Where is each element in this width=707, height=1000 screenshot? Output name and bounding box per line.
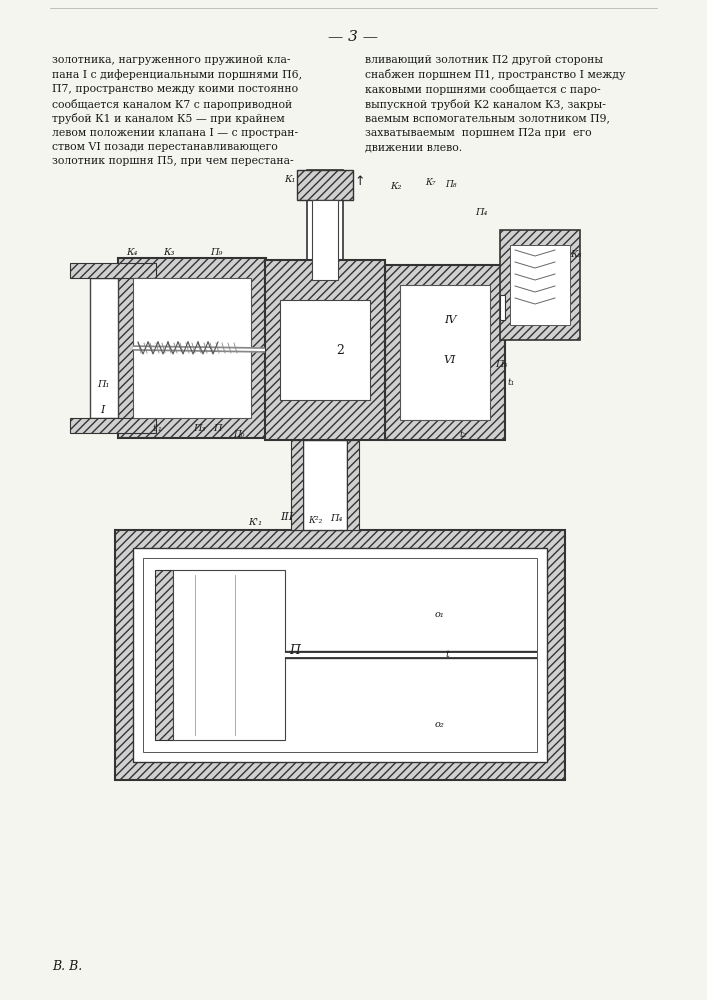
Text: t₂: t₂ [460, 430, 467, 439]
Text: выпускной трубой К2 каналом К3, закры-: выпускной трубой К2 каналом К3, закры- [365, 99, 606, 109]
Bar [115, 530, 565, 780]
Text: пана I с диференциальными поршнями Π6,: пана I с диференциальными поршнями Π6, [52, 70, 302, 80]
Text: В. В.: В. В. [52, 960, 82, 973]
Text: П₅: П₅ [495, 360, 508, 369]
Text: трубой К1 и каналом К5 — при крайнем: трубой К1 и каналом К5 — при крайнем [52, 113, 285, 124]
Text: t: t [445, 650, 449, 659]
Text: К₄: К₄ [126, 248, 137, 257]
Bar [297, 170, 353, 200]
Bar [347, 440, 359, 530]
Text: К'₁: К'₁ [248, 518, 262, 527]
Bar [500, 295, 505, 320]
Text: золотник поршня Π5, при чем перестана-: золотник поршня Π5, при чем перестана- [52, 156, 293, 166]
Bar [312, 200, 338, 280]
Text: VI: VI [444, 355, 456, 365]
Bar [307, 170, 343, 280]
Text: левом положении клапана I — с простран-: левом положении клапана I — с простран- [52, 127, 298, 137]
Text: золотника, нагруженного пружиной кла-: золотника, нагруженного пружиной кла- [52, 55, 291, 65]
Text: t₁: t₁ [508, 378, 515, 387]
Text: — 3 —: — 3 — [328, 30, 378, 44]
Text: вливающий золотник Π2 другой стороны: вливающий золотник Π2 другой стороны [365, 55, 603, 65]
Bar [70, 418, 156, 433]
Text: К₅: К₅ [570, 250, 581, 259]
Bar [155, 570, 173, 740]
Bar [90, 278, 118, 418]
Text: П: П [213, 424, 221, 433]
Text: К²₂: К²₂ [308, 516, 322, 525]
Text: П₄: П₄ [330, 514, 342, 523]
Text: П₃: П₃ [193, 424, 205, 433]
Text: IV: IV [444, 315, 456, 325]
Bar [280, 300, 370, 400]
Bar [118, 258, 266, 438]
Text: движении влево.: движении влево. [365, 142, 462, 152]
Text: снабжен поршнем Π1, пространство I между: снабжен поршнем Π1, пространство I между [365, 70, 626, 81]
Bar [133, 278, 251, 418]
Bar [291, 440, 303, 530]
Text: ством VI позади перестанавливающего: ством VI позади перестанавливающего [52, 142, 278, 152]
Text: захватываемым  поршнем Π2а при  его: захватываемым поршнем Π2а при его [365, 127, 592, 137]
Text: П₄: П₄ [475, 208, 487, 217]
Bar [143, 558, 537, 752]
Text: К₃: К₃ [163, 248, 175, 257]
Bar [500, 230, 580, 340]
Text: t'₁: t'₁ [153, 424, 163, 433]
Bar [133, 548, 547, 762]
Bar [510, 245, 570, 325]
Text: о₂: о₂ [435, 720, 445, 729]
Bar [173, 570, 285, 740]
Text: о₁: о₁ [435, 610, 445, 619]
Text: К₇: К₇ [425, 178, 436, 187]
Text: каковыми поршнями сообщается с паро-: каковыми поршнями сообщается с паро- [365, 84, 601, 95]
Bar [385, 265, 505, 440]
Text: V: V [460, 410, 468, 420]
Text: 2: 2 [336, 344, 344, 357]
Text: П₈: П₈ [445, 180, 457, 189]
Text: П₉: П₉ [210, 248, 223, 257]
Text: П₁: П₁ [97, 380, 110, 389]
Text: К₁: К₁ [284, 175, 296, 184]
Text: Π7, пространство между коими постоянно: Π7, пространство между коими постоянно [52, 84, 298, 94]
Bar [70, 263, 156, 278]
Text: П: П [290, 644, 300, 656]
Text: ваемым вспомогательным золотником Π9,: ваемым вспомогательным золотником Π9, [365, 113, 610, 123]
Text: К₂: К₂ [390, 182, 402, 191]
Bar [400, 285, 490, 420]
Text: сообщается каналом К7 с пароприводной: сообщается каналом К7 с пароприводной [52, 99, 292, 109]
Text: III: III [280, 512, 293, 522]
Text: ↑: ↑ [355, 175, 366, 188]
Bar [265, 260, 385, 440]
Text: П₀: П₀ [233, 430, 245, 439]
Text: I: I [100, 405, 105, 415]
Bar [303, 440, 347, 530]
